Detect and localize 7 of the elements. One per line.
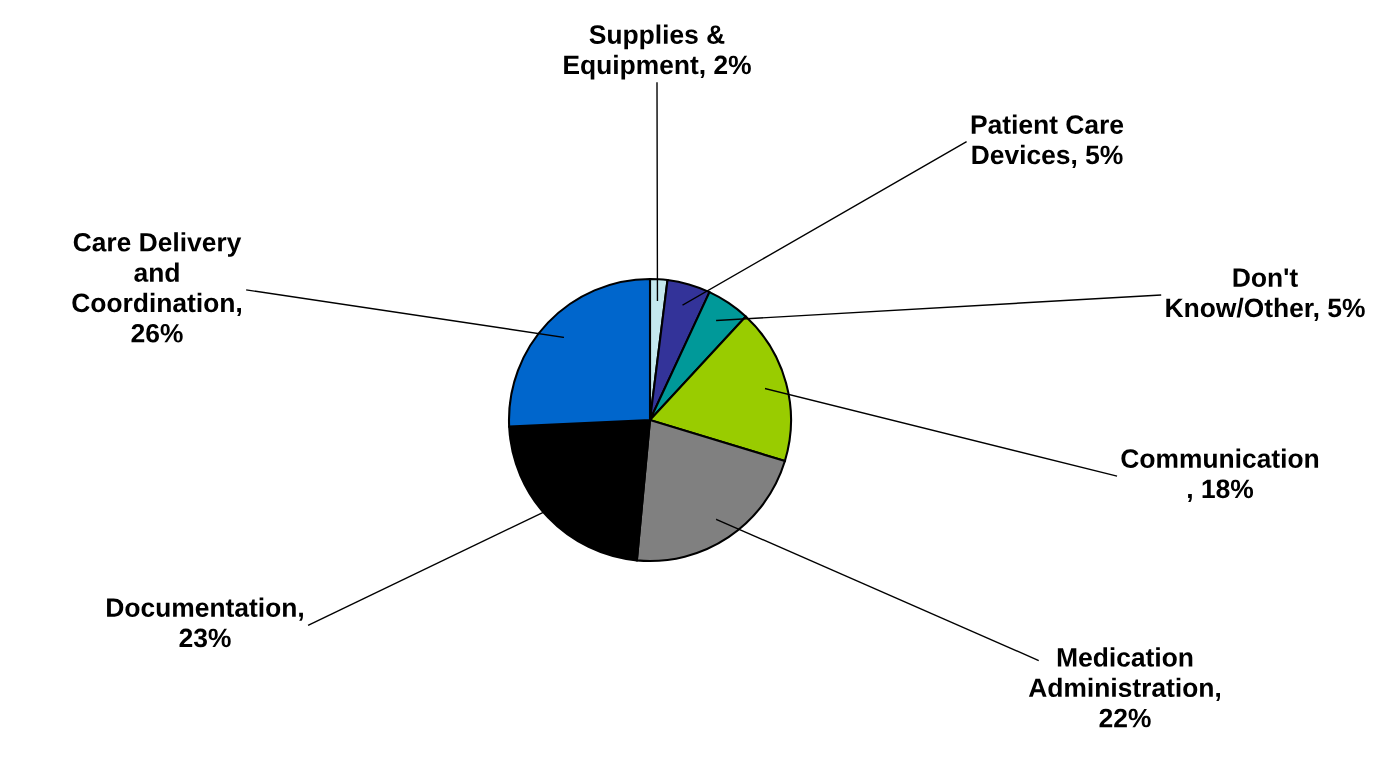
slice-label: Patient Care Devices, 5% <box>971 114 1124 169</box>
slice-label: Supplies & Equipment, 2% <box>564 24 751 80</box>
slice-label: Don't Know/Other, 5% <box>1166 268 1365 322</box>
slice-label: Documentation, 23% <box>107 597 303 648</box>
slice-label: Care Delivery and Coordination, 26% <box>72 232 242 343</box>
slice-label: Communication , 18% <box>1121 448 1319 503</box>
slice-label: Medication Administration, 22% <box>1028 647 1220 728</box>
